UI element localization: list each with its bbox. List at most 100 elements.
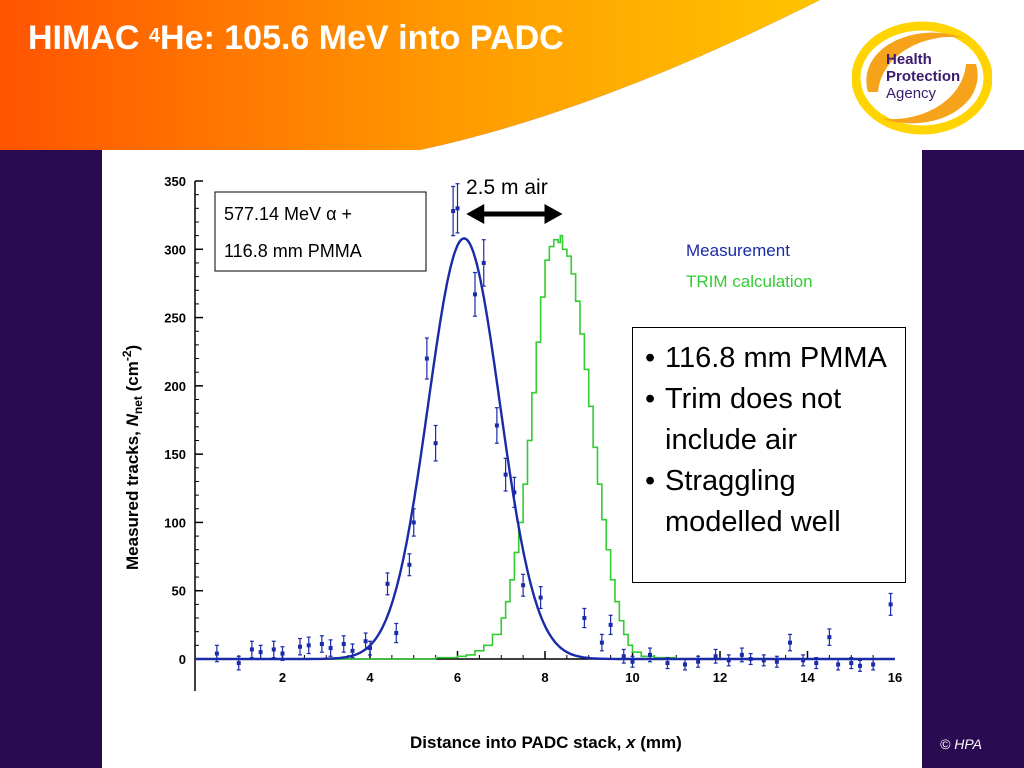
point-marker <box>481 260 486 265</box>
measurement-point <box>368 640 372 656</box>
point-marker <box>836 662 841 667</box>
y-tick-label: 0 <box>179 652 186 667</box>
x-tick-label: 8 <box>541 670 548 685</box>
point-marker <box>871 662 876 667</box>
measurement-point <box>827 628 832 646</box>
point-marker <box>328 646 333 651</box>
point-marker <box>455 206 460 211</box>
measurement-point <box>249 640 254 659</box>
trim-series <box>195 234 895 660</box>
point-marker <box>665 661 670 666</box>
point-marker <box>761 658 766 663</box>
point-marker <box>888 602 893 607</box>
measurement-point <box>788 633 792 652</box>
y-tick-label: 300 <box>164 242 186 257</box>
measurement-point <box>407 553 412 577</box>
note-item: Trim does not include air <box>645 379 899 461</box>
x-tick-label: 14 <box>800 670 815 685</box>
note-item: 116.8 mm PMMA <box>645 338 899 379</box>
measurement-point <box>726 654 731 667</box>
beam-info-line1: 577.14 MeV α + <box>224 204 352 224</box>
point-marker <box>713 654 718 659</box>
x-tick-label: 6 <box>454 670 461 685</box>
x-tick-label: 16 <box>888 670 902 685</box>
point-marker <box>814 661 819 666</box>
point-marker <box>630 659 635 664</box>
measurement-point <box>849 657 854 670</box>
point-marker <box>849 661 854 666</box>
y-tick-label: 150 <box>164 447 186 462</box>
trim-histogram-line <box>195 234 895 660</box>
measurement-point <box>258 644 263 660</box>
point-marker <box>306 643 311 648</box>
y-tick-label: 200 <box>164 379 186 394</box>
point-marker <box>368 646 372 651</box>
measurement-point <box>648 647 652 663</box>
measurement-point <box>538 586 543 610</box>
svg-text:Health: Health <box>886 51 932 68</box>
point-marker <box>683 662 687 667</box>
measurement-point <box>713 648 718 664</box>
notes-box: 116.8 mm PMMA Trim does not include air … <box>632 327 906 583</box>
point-marker <box>249 647 254 652</box>
point-marker <box>433 441 438 446</box>
measurement-point <box>424 337 429 380</box>
point-marker <box>538 595 543 600</box>
point-marker <box>648 652 652 657</box>
measurement-point <box>512 476 517 509</box>
point-marker <box>350 648 355 653</box>
point-marker <box>599 640 604 645</box>
point-marker <box>363 639 368 644</box>
point-marker <box>512 490 517 495</box>
measurement-point <box>451 185 456 237</box>
measurement-point <box>494 407 499 444</box>
gaussian-fit-line <box>195 237 895 661</box>
measurement-point <box>319 635 324 653</box>
point-marker <box>473 292 477 297</box>
air-gap-arrow <box>466 204 563 224</box>
measurement-point <box>858 659 862 672</box>
measurement-point <box>306 636 311 655</box>
measurement-point <box>481 239 486 287</box>
measurement-point <box>630 655 635 668</box>
measurement-point <box>888 592 893 616</box>
measurement-point <box>774 655 779 668</box>
x-tick-label: 12 <box>713 670 727 685</box>
point-marker <box>298 644 302 649</box>
point-marker <box>788 640 792 645</box>
point-marker <box>424 356 429 361</box>
measurement-point <box>411 508 416 537</box>
measurement-point <box>328 639 333 657</box>
air-gap-label: 2.5 m air <box>466 176 548 199</box>
x-axis-label: Distance into PADC stack, x (mm) <box>410 733 682 752</box>
measurement-point <box>473 271 477 317</box>
measurement-point <box>280 646 285 661</box>
beam-info-box <box>214 191 427 272</box>
measurement-point <box>341 635 346 653</box>
point-marker <box>271 647 276 652</box>
legend-trim: TRIM calculation <box>686 272 813 291</box>
arrow-head-right <box>544 204 563 224</box>
x-tick-label: 10 <box>625 670 639 685</box>
copyright-notice: © HPA <box>940 736 982 752</box>
measurement-point <box>608 614 613 636</box>
measurement-point <box>836 658 841 671</box>
hpa-logo: Health Protection Agency <box>852 21 992 135</box>
measurement-point <box>521 573 526 597</box>
point-marker <box>748 657 753 661</box>
note-item: Straggling modelled well <box>645 461 899 543</box>
measurement-point <box>433 424 438 462</box>
notes-list: 116.8 mm PMMA Trim does not include air … <box>633 328 905 543</box>
y-tick-label: 100 <box>164 515 186 530</box>
measurement-point <box>665 657 670 670</box>
measurement-point <box>871 658 876 671</box>
measurement-point <box>350 643 355 659</box>
chart: 0 50 100 150 200 250 300 350 2 4 6 8 10 12 14 16 577.14… <box>120 174 902 752</box>
point-marker <box>739 652 744 657</box>
x-tick-label: 4 <box>366 670 374 685</box>
y-tick-label: 350 <box>164 174 186 189</box>
measurement-point <box>814 657 819 670</box>
y-tick-label: 50 <box>172 584 186 599</box>
measurement-point <box>394 622 399 644</box>
measurement-point <box>214 644 219 663</box>
